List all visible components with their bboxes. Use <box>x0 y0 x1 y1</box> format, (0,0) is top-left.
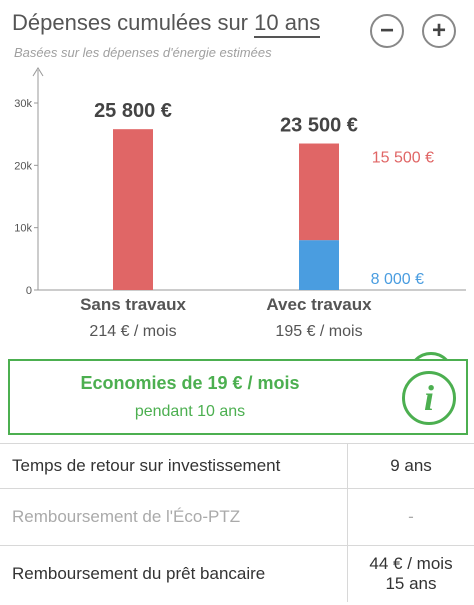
cost-chart: 0 10k 20k 30k 25 800 € Sans travaux 214 € / mo… <box>0 60 474 398</box>
title-prefix: Dépenses cumulées sur <box>12 10 249 35</box>
plus-icon: + <box>431 17 446 44</box>
savings-info-icon[interactable]: i <box>402 371 456 425</box>
cost-chart-svg: 0 10k 20k 30k 25 800 € Sans travaux 214 € / mo… <box>14 67 466 340</box>
header: Dépenses cumulées sur 10 ans Basées sur … <box>12 8 472 68</box>
category-sublabel: 214 € / mois <box>89 323 176 340</box>
bar-segment <box>113 129 153 290</box>
decrease-years-button[interactable]: − <box>370 14 404 48</box>
category-label: Sans travaux <box>80 295 186 314</box>
details-table: Temps de retour sur investissement 9 ans… <box>0 443 474 602</box>
row-label: Remboursement de l'Éco-PTZ <box>0 488 348 546</box>
segment-label-blue: 8 000 € <box>371 271 424 288</box>
row-label: Temps de retour sur investissement <box>0 443 348 489</box>
savings-box: Economies de 19 € / mois pendant 10 ans … <box>8 359 468 435</box>
y-tick-label: 10k <box>14 223 32 235</box>
row-value: 44 € / mois 15 ans <box>347 545 474 602</box>
y-tick-label: 30k <box>14 98 32 110</box>
y-tick-label: 20k <box>14 160 32 172</box>
bar-total-label: 25 800 € <box>94 100 172 122</box>
row-value: - <box>347 488 474 546</box>
segment-label-red: 15 500 € <box>372 150 434 167</box>
savings-amount: Economies de 19 € / mois <box>80 373 300 393</box>
category-label: Avec travaux <box>266 295 372 314</box>
increase-years-button[interactable]: + <box>422 14 456 48</box>
category-sublabel: 195 € / mois <box>275 323 362 340</box>
minus-icon: − <box>379 17 394 44</box>
row-value-line: - <box>408 507 414 526</box>
table-row: Temps de retour sur investissement 9 ans <box>0 443 474 489</box>
row-value-line: 15 ans <box>385 574 437 593</box>
row-value: 9 ans <box>347 443 474 489</box>
row-label: Remboursement du prêt bancaire <box>0 545 348 602</box>
row-value-line: 44 € / mois <box>369 554 453 573</box>
bar-total-label: 23 500 € <box>280 115 358 137</box>
savings-duration: pendant 10 ans <box>134 403 246 420</box>
table-row: Remboursement de l'Éco-PTZ - <box>0 488 474 546</box>
y-axis-arrow-icon <box>32 67 44 77</box>
row-value-line: 9 ans <box>390 456 432 475</box>
bar-segment <box>299 240 339 290</box>
y-tick-label: 0 <box>26 285 32 297</box>
page-title: Dépenses cumulées sur 10 ans <box>12 10 321 38</box>
table-row: Remboursement du prêt bancaire 44 € / mo… <box>0 545 474 602</box>
years-selector[interactable]: 10 ans <box>254 10 321 38</box>
bar-segment <box>299 143 339 241</box>
page-subtitle: Basées sur les dépenses d'énergie estimé… <box>14 45 272 60</box>
